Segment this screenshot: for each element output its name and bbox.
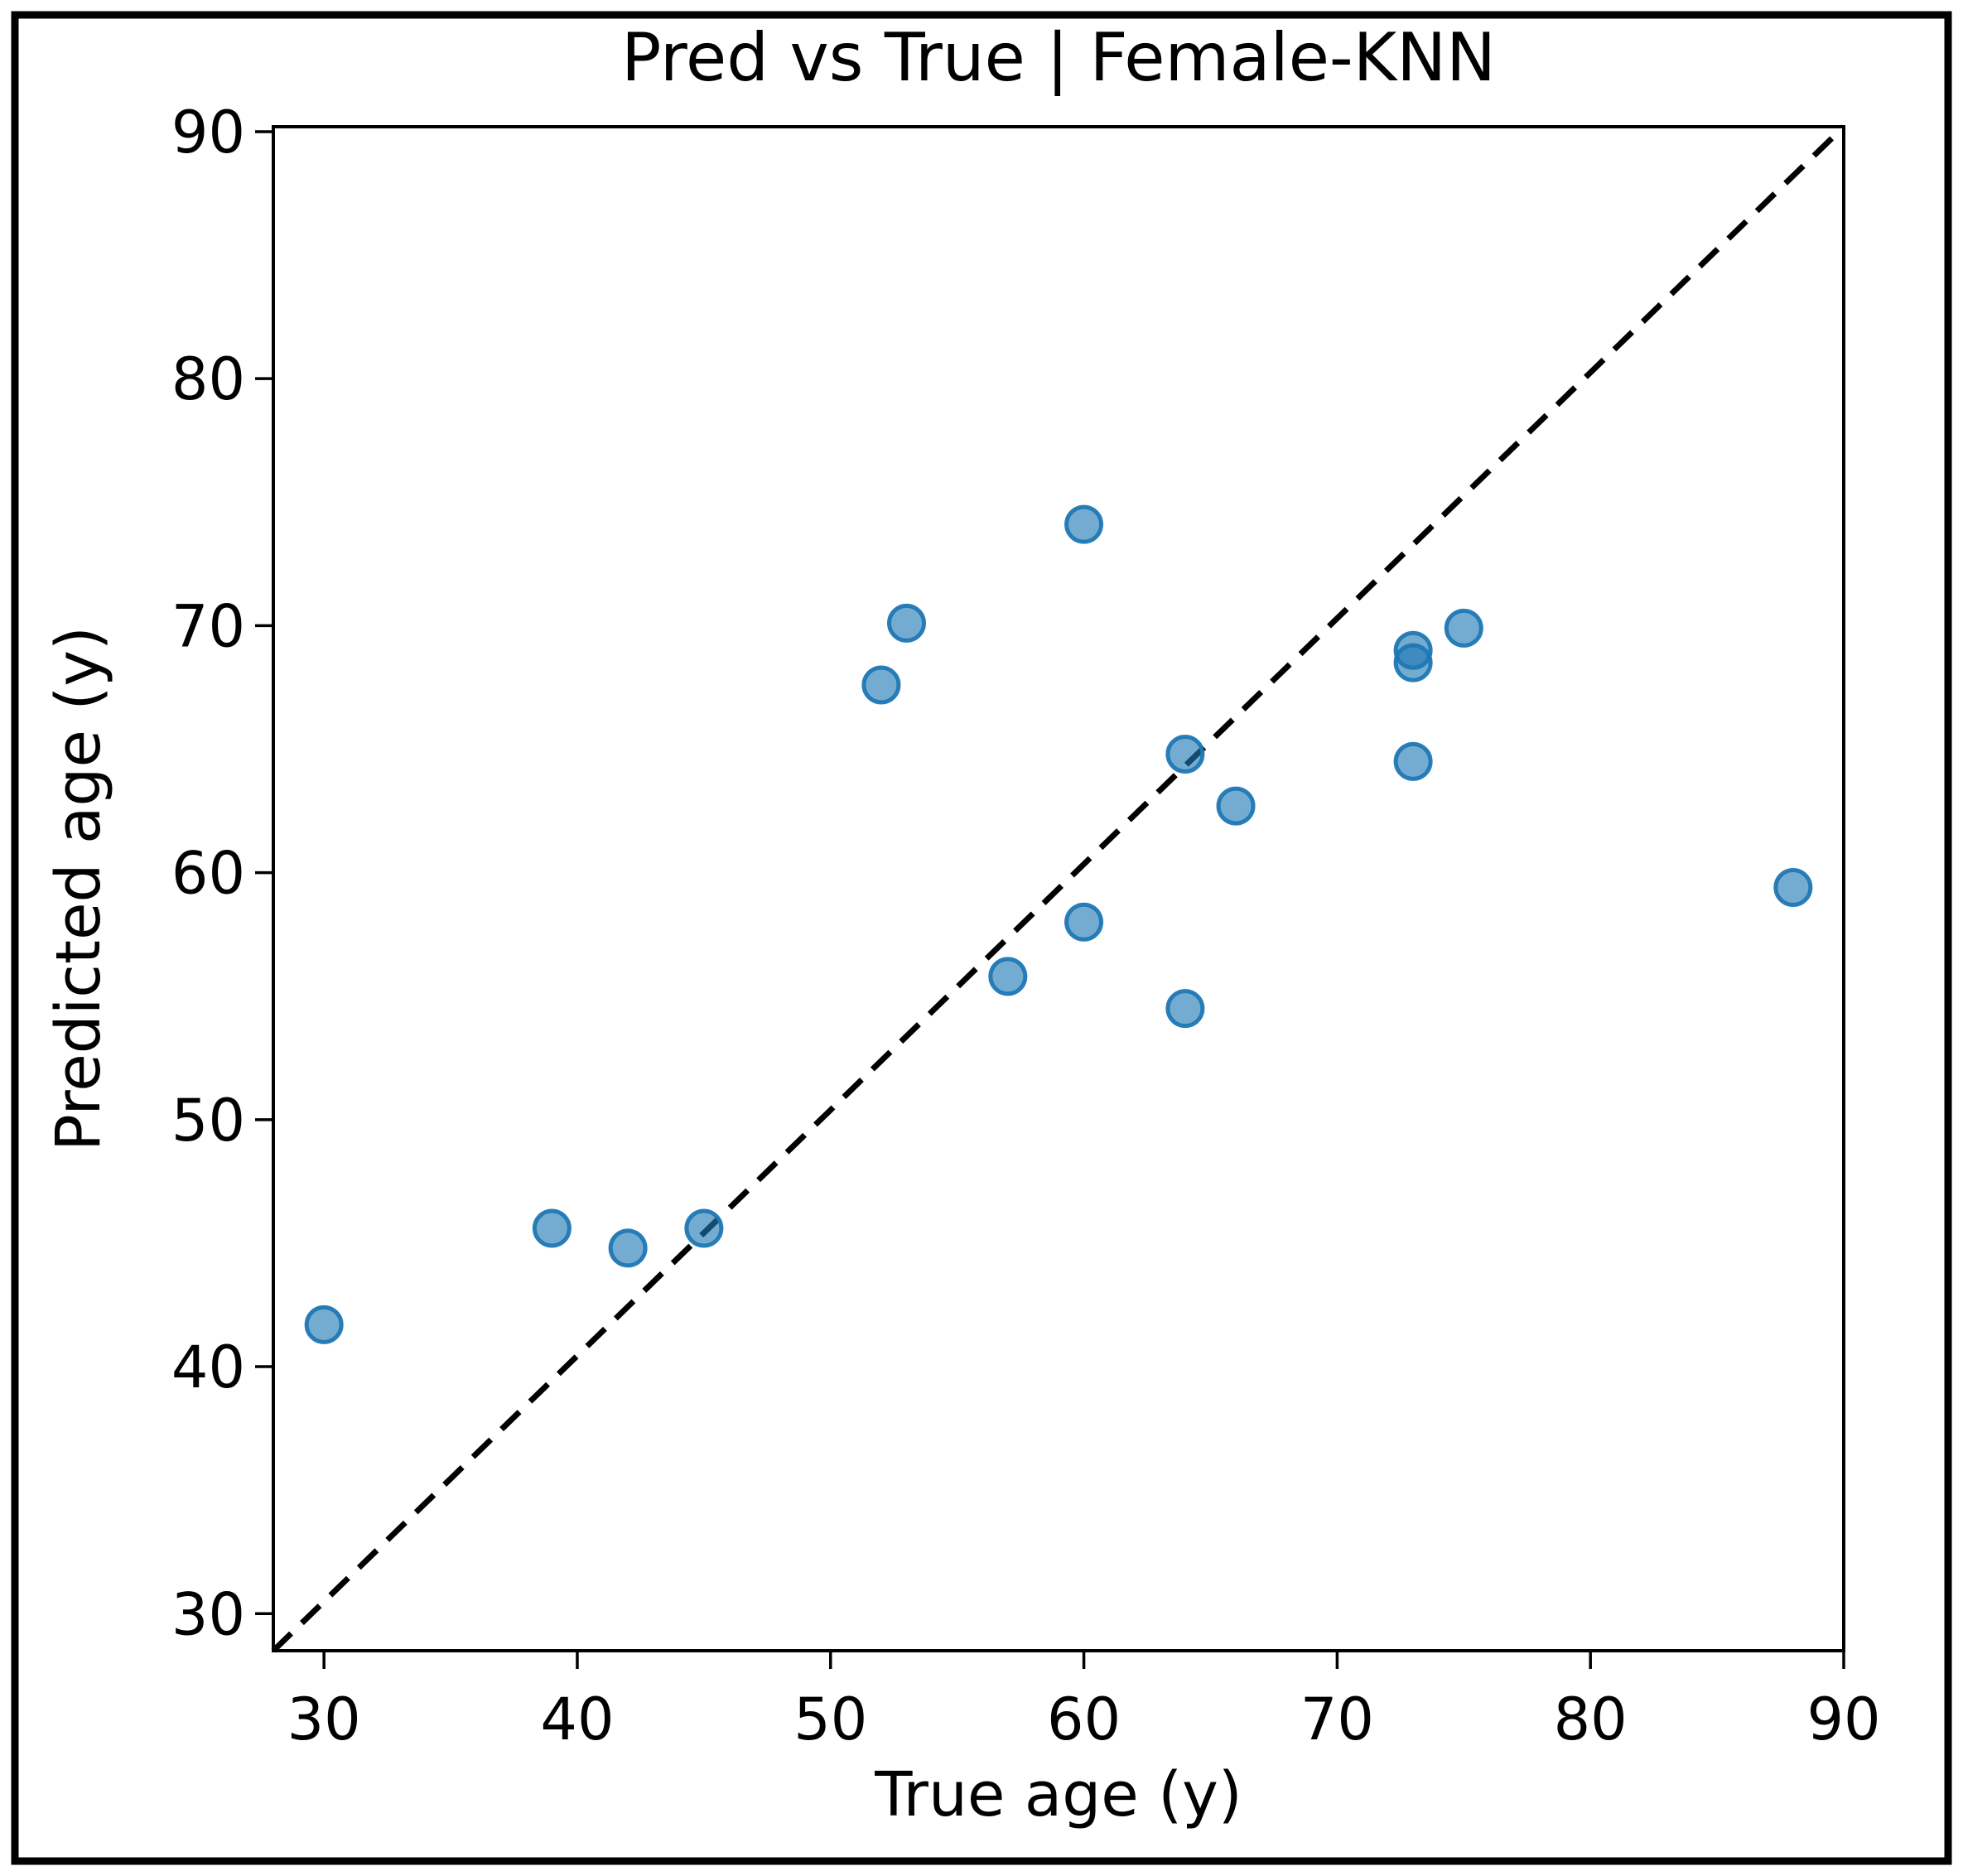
identity-line	[271, 124, 1846, 1653]
x-tick-label: 30	[287, 1686, 361, 1753]
y-axis-label: Predicted age (y)	[43, 626, 114, 1151]
plot-area: 30 40 50 60 70 80 90 30 40 50 60 70 80 90 Pred vs Tr…	[43, 19, 1881, 1830]
data-point	[1064, 504, 1104, 544]
y-tick-label: 80	[171, 345, 245, 413]
x-tick-label: 60	[1047, 1686, 1121, 1753]
axes-spines	[272, 125, 1845, 1652]
x-axis-label: True age (y)	[874, 1759, 1242, 1830]
data-point	[608, 1228, 648, 1268]
y-tick-label: 50	[171, 1087, 245, 1155]
y-tick-label: 40	[171, 1333, 245, 1401]
y-tick-label: 30	[171, 1580, 245, 1648]
data-point	[304, 1305, 344, 1344]
x-axis-ticks: 30 40 50 60 70 80 90	[287, 1651, 1881, 1753]
data-point	[1393, 741, 1433, 781]
y-axis-ticks: 30 40 50 60 70 80 90	[171, 99, 273, 1648]
data-point	[887, 603, 927, 643]
data-point	[1165, 734, 1205, 774]
y-tick-label: 70	[171, 592, 245, 660]
data-point	[1216, 786, 1256, 826]
x-tick-label: 80	[1554, 1686, 1628, 1753]
x-tick-label: 70	[1300, 1686, 1374, 1753]
data-point	[988, 957, 1028, 996]
scatter-points	[304, 504, 1813, 1344]
x-tick-label: 50	[793, 1686, 867, 1753]
data-point	[1064, 902, 1104, 942]
x-tick-label: 40	[540, 1686, 614, 1753]
data-point	[684, 1208, 724, 1248]
chart-title: Pred vs True | Female-KNN	[621, 19, 1496, 97]
data-point	[1165, 989, 1205, 1029]
x-tick-label: 90	[1806, 1686, 1880, 1753]
y-tick-label: 90	[171, 99, 245, 166]
data-point	[1773, 868, 1813, 908]
data-point	[532, 1208, 572, 1248]
data-point	[861, 665, 901, 705]
y-tick-label: 60	[171, 840, 245, 908]
data-point	[1393, 643, 1433, 682]
data-point	[1444, 608, 1483, 648]
figure-border	[11, 11, 1952, 1865]
